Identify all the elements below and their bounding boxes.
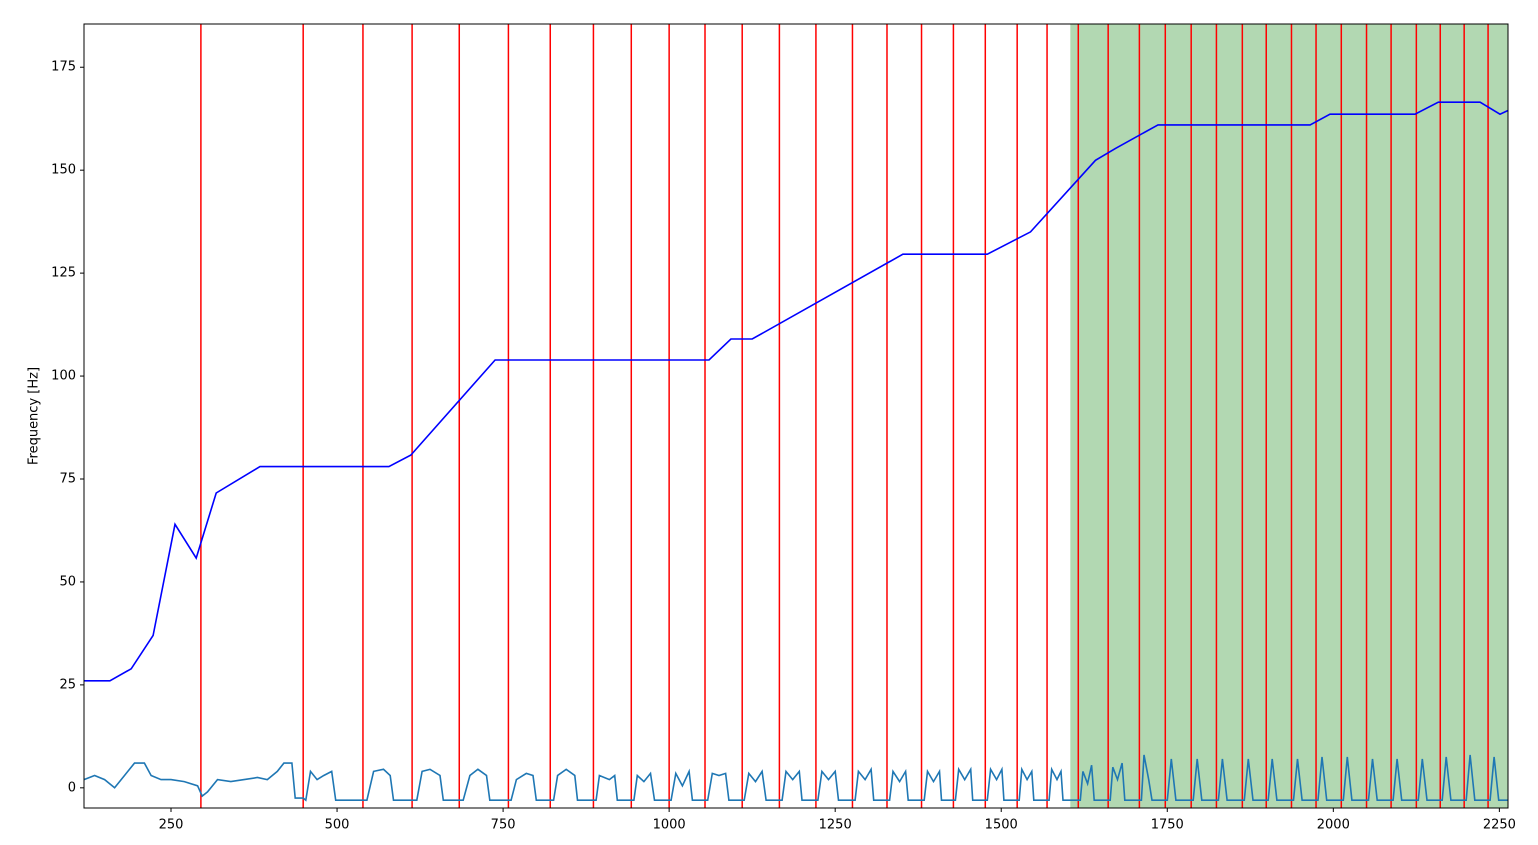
x-tick-label: 250 [159, 818, 184, 833]
x-tick-label: 500 [325, 818, 350, 833]
x-tick-label: 1000 [653, 818, 686, 833]
y-tick-label: 50 [59, 574, 76, 589]
series-line [84, 101, 1508, 682]
x-tick-label: 2250 [1483, 818, 1516, 833]
y-tick-label: 25 [59, 677, 76, 692]
x-tick-label: 2000 [1317, 818, 1350, 833]
x-tick-label: 750 [491, 818, 516, 833]
y-tick-label: 125 [51, 266, 76, 281]
x-tick-label: 1500 [985, 818, 1018, 833]
y-tick-label: 0 [68, 780, 76, 795]
x-tick-label: 1750 [1151, 818, 1184, 833]
y-tick-label: 150 [51, 163, 76, 178]
plot-frame [83, 23, 1509, 809]
y-tick-label: 100 [51, 369, 76, 384]
series-line [84, 754, 1508, 802]
highlight-span [1070, 24, 1508, 808]
y-tick-label: 75 [59, 472, 76, 487]
y-tick-label: 175 [51, 60, 76, 75]
x-tick-label: 1250 [819, 818, 852, 833]
y-axis-label: Frequency [Hz] [27, 367, 42, 465]
